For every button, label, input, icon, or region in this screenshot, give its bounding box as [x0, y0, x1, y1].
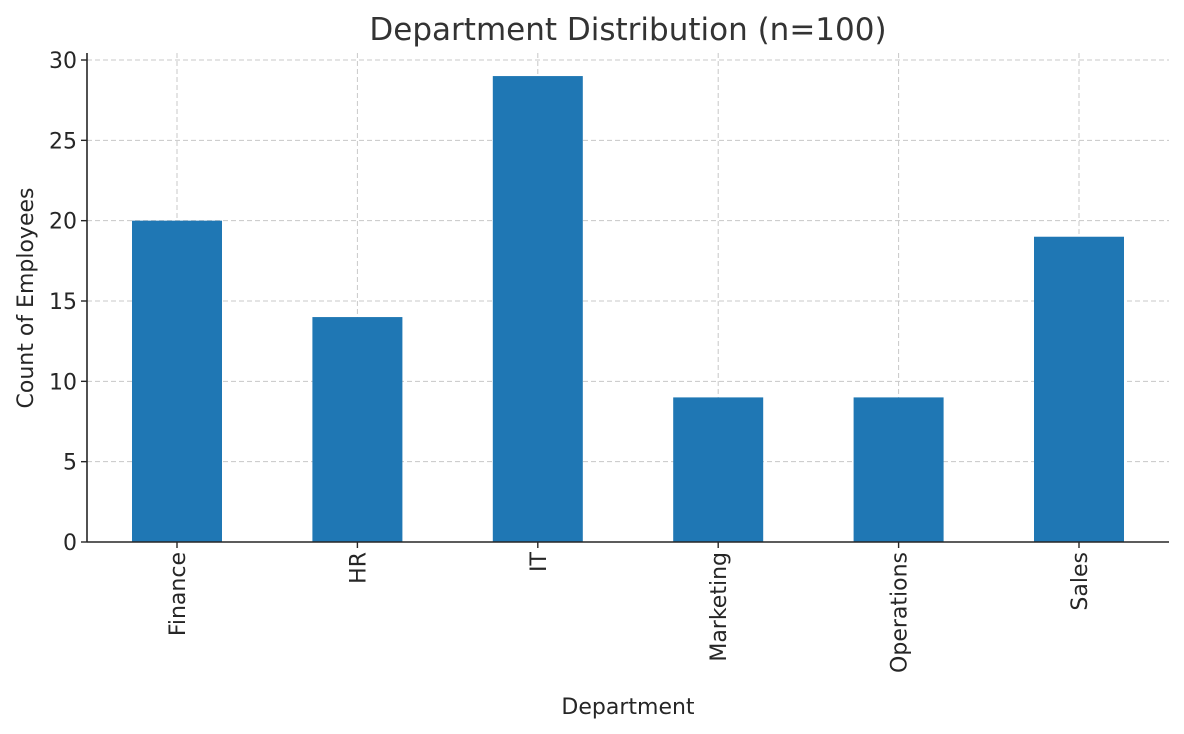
y-tick-label: 0 — [63, 531, 77, 556]
grid-lines — [87, 53, 1169, 542]
bar-sales — [1034, 236, 1124, 542]
y-tick-label: 20 — [49, 210, 77, 235]
axes — [86, 53, 1169, 543]
y-axis-label: Count of Employees — [14, 188, 39, 409]
x-tick-label-sales: Sales — [1068, 552, 1093, 611]
bar-it — [492, 76, 583, 543]
y-ticks: 0 5 10 15 20 25 30 — [49, 49, 87, 556]
y-tick-label: 25 — [49, 129, 77, 154]
x-tick-label-hr: HR — [346, 552, 371, 584]
y-tick-label: 5 — [63, 451, 77, 476]
x-axis-label: Department — [561, 695, 695, 720]
y-tick-label: 15 — [49, 290, 77, 315]
x-tick-label-finance: Finance — [166, 552, 191, 636]
x-tick-label-operations: Operations — [888, 552, 913, 673]
x-tick-label-marketing: Marketing — [707, 552, 732, 662]
x-ticks: Finance HR IT Marketing Operations Sales — [166, 542, 1093, 673]
y-tick-label: 30 — [49, 49, 77, 74]
bar-finance — [132, 220, 222, 542]
bars — [132, 76, 1124, 543]
bar-hr — [312, 317, 403, 542]
bar-marketing — [673, 397, 764, 542]
bar-operations — [853, 397, 944, 542]
y-tick-label: 10 — [49, 370, 77, 395]
x-tick-label-it: IT — [527, 551, 552, 571]
chart-title: Department Distribution (n=100) — [369, 12, 886, 48]
